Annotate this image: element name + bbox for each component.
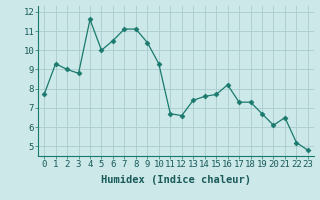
- X-axis label: Humidex (Indice chaleur): Humidex (Indice chaleur): [101, 175, 251, 185]
